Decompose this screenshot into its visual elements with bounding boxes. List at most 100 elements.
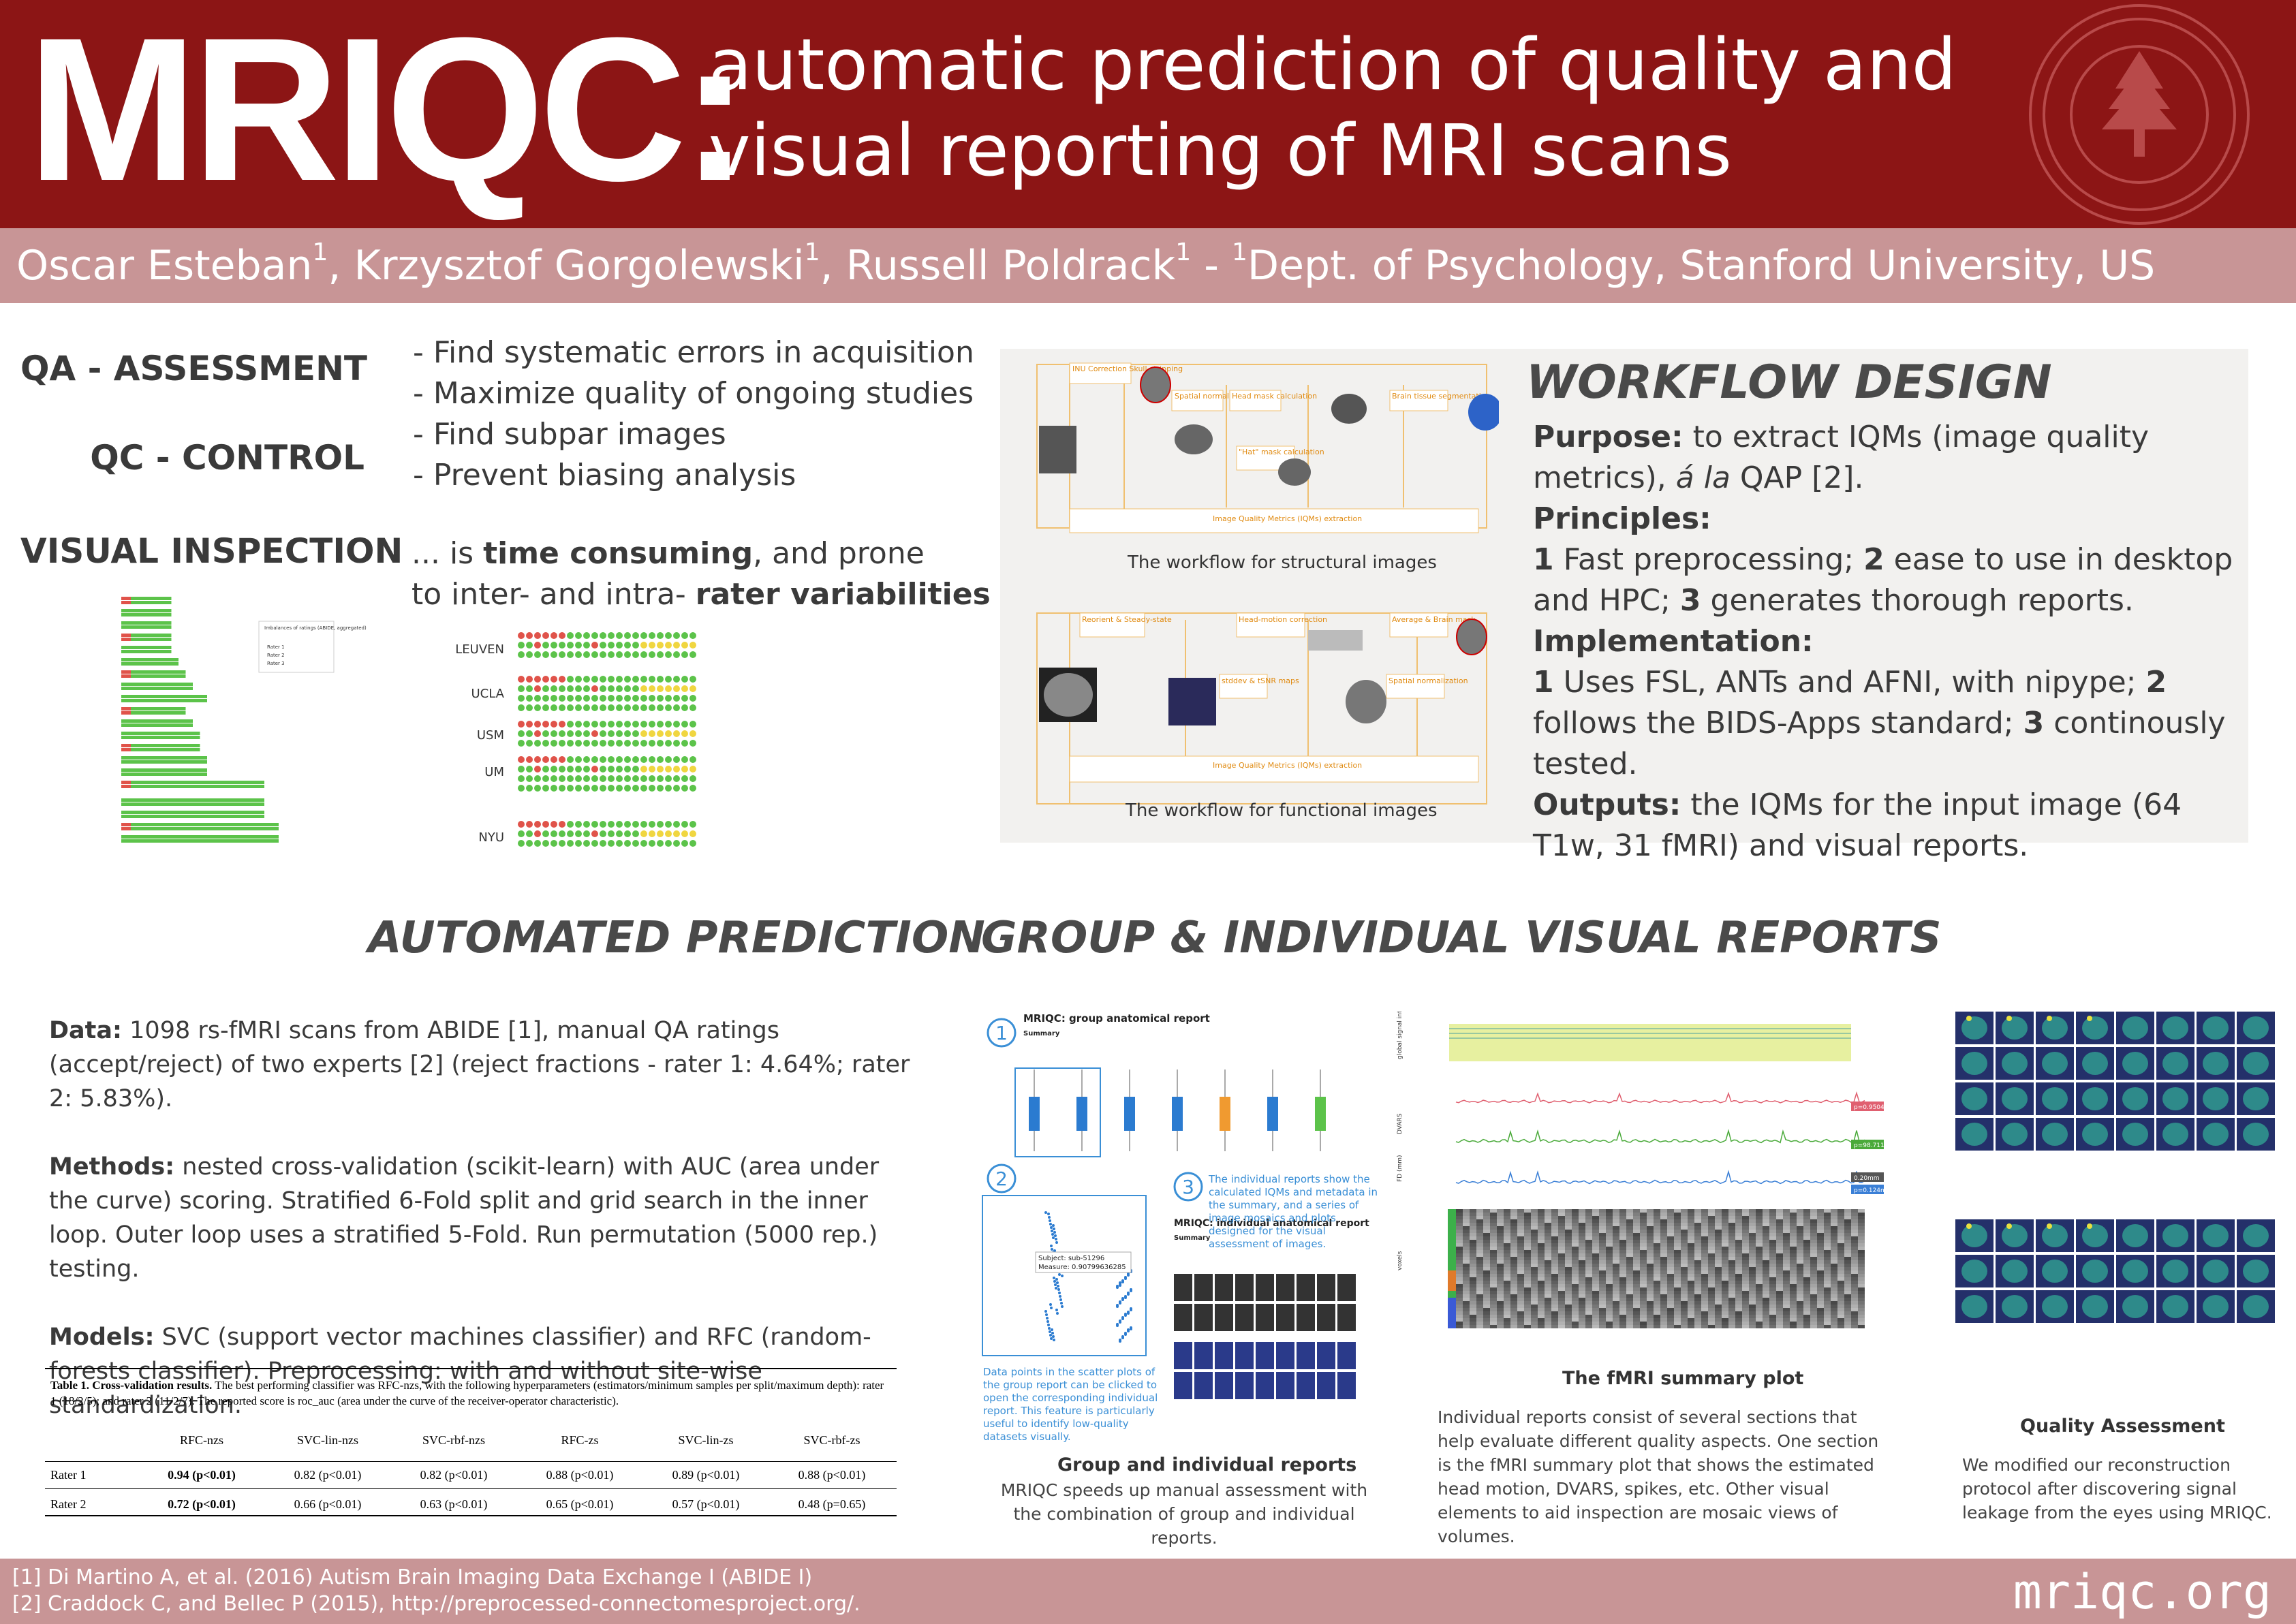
- carpet-cell: [1797, 1281, 1803, 1284]
- carpet-cell: [1831, 1315, 1837, 1318]
- carpet-cell: [1776, 1257, 1783, 1260]
- carpet-cell: [1694, 1233, 1701, 1236]
- carpet-cell: [1585, 1257, 1592, 1260]
- carpet-cell: [1619, 1243, 1626, 1247]
- carpet-cell: [1749, 1253, 1756, 1257]
- carpet-cell: [1558, 1294, 1565, 1298]
- carpet-cell: [1763, 1236, 1769, 1240]
- carpet-cell: [1551, 1287, 1558, 1291]
- carpet-cell: [1579, 1233, 1585, 1236]
- carpet-cell: [1790, 1315, 1797, 1318]
- carpet-cell: [1688, 1270, 1694, 1274]
- carpet-cell: [1456, 1240, 1463, 1243]
- rating-bar: [121, 597, 172, 600]
- carpet-cell: [1681, 1230, 1688, 1233]
- carpet-cell: [1456, 1219, 1463, 1223]
- carpet-cell: [1790, 1240, 1797, 1243]
- carpet-cell: [1776, 1243, 1783, 1247]
- brain-slice: [2203, 1224, 2229, 1247]
- carpet-cell: [1776, 1240, 1783, 1243]
- carpet-cell: [1837, 1305, 1844, 1308]
- carpet-cell: [1844, 1247, 1851, 1250]
- carpet-cell: [1694, 1318, 1701, 1322]
- box-body: [1172, 1097, 1183, 1131]
- carpet-cell: [1831, 1308, 1837, 1311]
- carpet-cell: [1497, 1294, 1504, 1298]
- carpet-cell: [1558, 1291, 1565, 1294]
- carpet-cell: [1844, 1260, 1851, 1264]
- carpet-cell: [1688, 1219, 1694, 1223]
- carpet-cell: [1517, 1308, 1524, 1311]
- carpet-cell: [1476, 1226, 1483, 1230]
- carpet-cell: [1524, 1226, 1531, 1230]
- trace-badge: 0.20mm: [1854, 1175, 1880, 1182]
- rating-dot: [649, 766, 655, 772]
- carpet-cell: [1844, 1318, 1851, 1322]
- carpet-cell: [1708, 1213, 1715, 1216]
- carpet-cell: [1797, 1287, 1803, 1291]
- text-run: rater variabilities: [695, 577, 991, 612]
- carpet-cell: [1810, 1274, 1817, 1277]
- carpet-cell: [1476, 1257, 1483, 1260]
- automated-prediction-text: Data: 1098 rs-fMRI scans from ABIDE [1],…: [49, 1014, 914, 1456]
- carpet-cell: [1790, 1270, 1797, 1274]
- carpet-cell: [1619, 1298, 1626, 1301]
- carpet-cell: [1817, 1267, 1824, 1270]
- carpet-cell: [1626, 1301, 1633, 1305]
- carpet-cell: [1803, 1233, 1810, 1236]
- carpet-cell: [1510, 1260, 1517, 1264]
- carpet-cell: [1858, 1260, 1865, 1264]
- carpet-cell: [1837, 1311, 1844, 1315]
- carpet-cell: [1456, 1226, 1463, 1230]
- carpet-cell: [1837, 1267, 1844, 1270]
- rating-dot: [583, 676, 590, 683]
- carpet-cell: [1510, 1230, 1517, 1233]
- carpet-cell: [1688, 1230, 1694, 1233]
- rating-dot: [534, 821, 541, 828]
- carpet-cell: [1824, 1270, 1831, 1274]
- carpet-cell: [1504, 1240, 1510, 1243]
- mosaic-tile: [1174, 1274, 1192, 1301]
- carpet-cell: [1783, 1291, 1790, 1294]
- carpet-cell: [1483, 1219, 1490, 1223]
- carpet-cell: [1810, 1243, 1817, 1247]
- rating-dot: [534, 740, 541, 747]
- mosaic-tile: [1194, 1274, 1213, 1301]
- carpet-cell: [1728, 1230, 1735, 1233]
- carpet-cell: [1742, 1264, 1749, 1267]
- carpet-cell: [1470, 1308, 1476, 1311]
- carpet-cell: [1810, 1277, 1817, 1281]
- carpet-cell: [1647, 1233, 1654, 1236]
- carpet-cell: [1647, 1260, 1654, 1264]
- rating-bar: [121, 601, 131, 604]
- mosaic-tile: [1235, 1342, 1254, 1369]
- carpet-cell: [1613, 1277, 1619, 1281]
- carpet-cell: [1565, 1260, 1572, 1264]
- carpet-cell: [1592, 1216, 1599, 1219]
- carpet-cell: [1654, 1301, 1660, 1305]
- carpet-cell: [1803, 1281, 1810, 1284]
- carpet-cell: [1674, 1325, 1681, 1328]
- carpet-cell: [1517, 1223, 1524, 1226]
- rating-dot: [673, 704, 680, 711]
- carpet-cell: [1674, 1287, 1681, 1291]
- carpet-cell: [1476, 1291, 1483, 1294]
- carpet-cell: [1640, 1277, 1647, 1281]
- carpet-cell: [1715, 1318, 1722, 1322]
- rating-dot: [673, 676, 680, 683]
- carpet-cell: [1490, 1257, 1497, 1260]
- carpet-cell: [1633, 1243, 1640, 1247]
- carpet-cell: [1504, 1270, 1510, 1274]
- carpet-cell: [1837, 1274, 1844, 1277]
- rating-dot: [518, 632, 525, 639]
- rating-dot: [550, 651, 557, 658]
- carpet-cell: [1606, 1311, 1613, 1315]
- carpet-cell: [1470, 1250, 1476, 1253]
- carpet-cell: [1456, 1260, 1463, 1264]
- rating-dot: [649, 756, 655, 763]
- carpet-cell: [1572, 1311, 1579, 1315]
- scatter-point: [1047, 1324, 1050, 1326]
- rating-dot: [673, 632, 680, 639]
- table-cell: 0.65 (p<0.01): [546, 1497, 614, 1511]
- carpet-cell: [1728, 1274, 1735, 1277]
